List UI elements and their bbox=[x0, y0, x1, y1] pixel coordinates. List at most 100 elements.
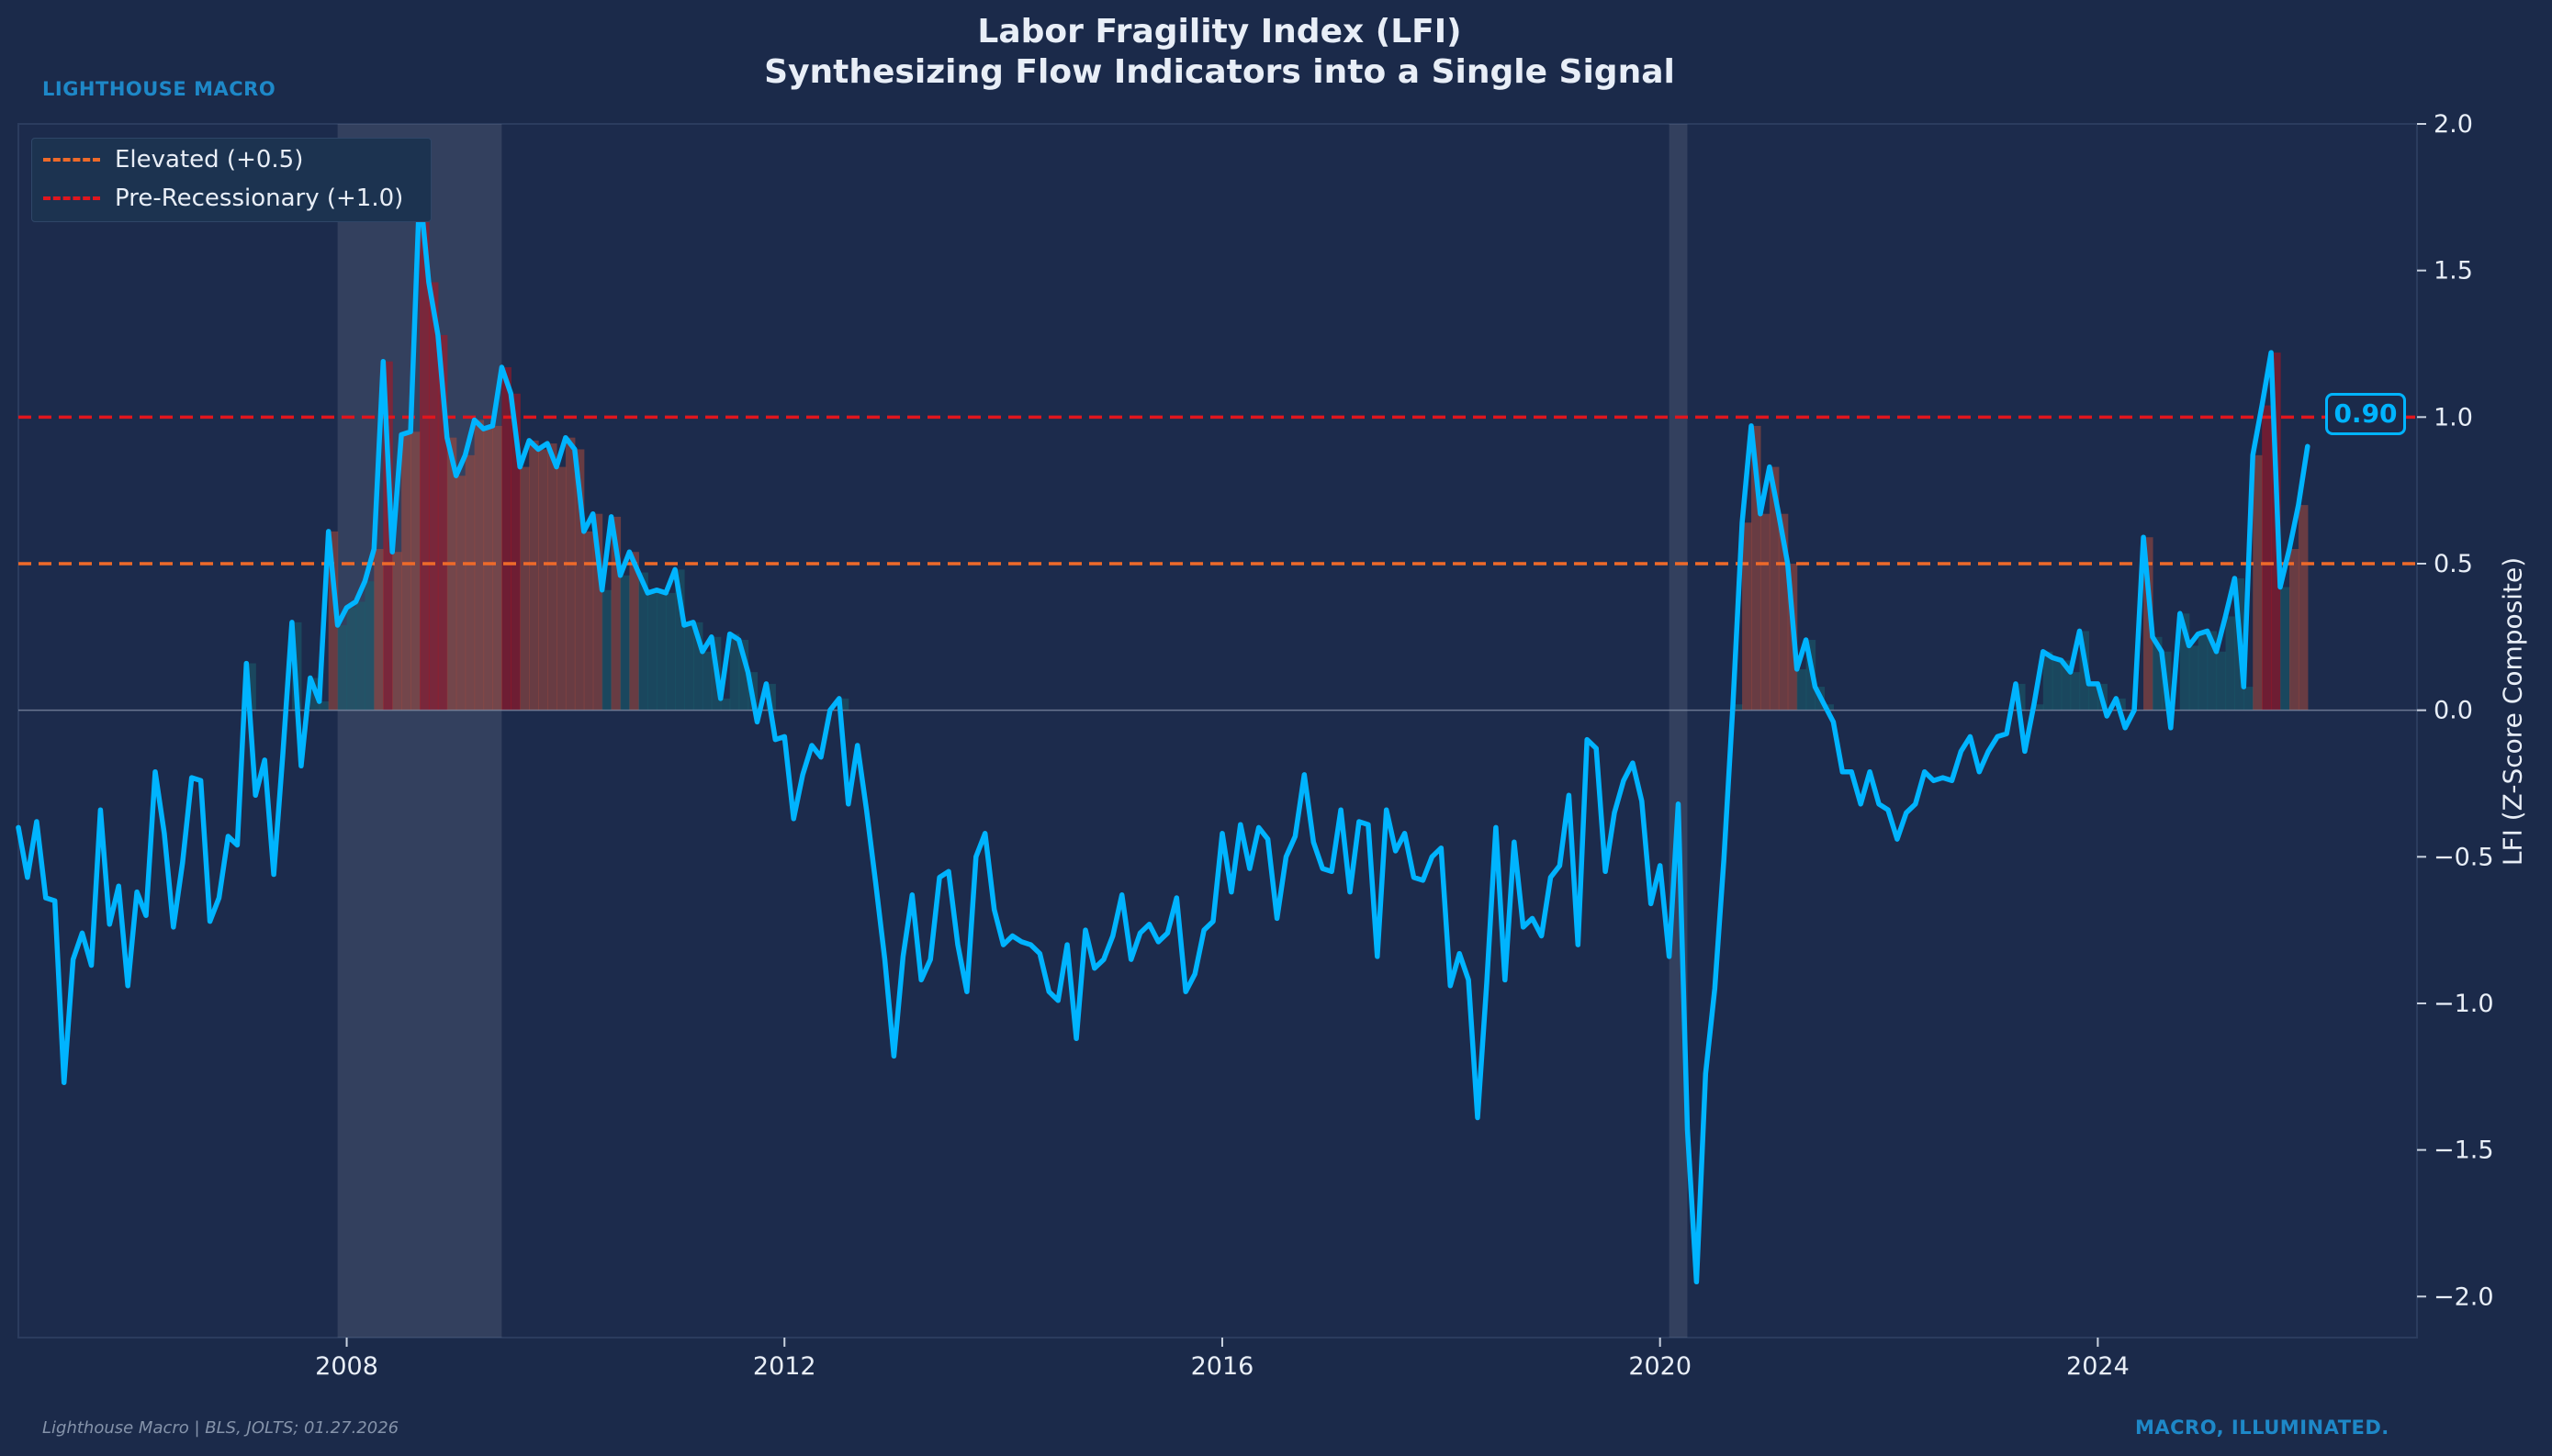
threshold-fill-47 bbox=[446, 437, 457, 711]
threshold-fill-245 bbox=[2253, 454, 2263, 711]
threshold-fill-246 bbox=[2262, 405, 2272, 711]
threshold-fill-242 bbox=[2225, 616, 2235, 711]
threshold-fill-244 bbox=[2243, 687, 2254, 711]
y-tick-label-5: −0.5 bbox=[2434, 843, 2494, 871]
legend-swatch-pre-recessionary bbox=[43, 196, 100, 200]
threshold-fill-52 bbox=[492, 425, 502, 711]
threshold-fill-35 bbox=[337, 625, 348, 711]
threshold-fill-241 bbox=[2216, 651, 2227, 711]
tagline: MACRO, ILLUMINATED. bbox=[2135, 1417, 2389, 1439]
legend: Elevated (+0.5) Pre-Recessionary (+1.0) bbox=[31, 138, 432, 222]
threshold-fill-71 bbox=[666, 592, 676, 711]
threshold-fill-58 bbox=[547, 443, 557, 711]
source-note: Lighthouse Macro | BLS, JOLTS; 01.27.202… bbox=[42, 1418, 399, 1438]
threshold-fill-41 bbox=[392, 552, 402, 711]
legend-item-pre-recessionary: Pre-Recessionary (+1.0) bbox=[43, 185, 403, 212]
threshold-fill-64 bbox=[601, 589, 613, 711]
threshold-fill-49 bbox=[465, 454, 476, 711]
y-axis-label: LFI (Z-Score Composite) bbox=[2497, 556, 2528, 867]
chart-subtitle: Synthesizing Flow Indicators into a Sing… bbox=[764, 53, 1675, 91]
threshold-fill-192 bbox=[1769, 466, 1780, 711]
threshold-fill-72 bbox=[675, 569, 685, 711]
threshold-fill-248 bbox=[2280, 587, 2290, 711]
threshold-fill-38 bbox=[365, 581, 375, 711]
plot-area bbox=[17, 123, 2418, 1338]
y-tick-label-1: 1.5 bbox=[2434, 257, 2473, 286]
threshold-fill-237 bbox=[2179, 613, 2190, 711]
threshold-fill-39 bbox=[374, 549, 384, 711]
legend-swatch-elevated bbox=[43, 158, 100, 162]
threshold-fill-188 bbox=[1733, 704, 1743, 711]
threshold-fill-219 bbox=[2016, 683, 2026, 711]
threshold-fill-59 bbox=[556, 466, 567, 711]
threshold-fill-221 bbox=[2033, 704, 2044, 711]
legend-label-pre-recessionary: Pre-Recessionary (+1.0) bbox=[115, 185, 404, 212]
lfi-series-line bbox=[16, 185, 2310, 1285]
threshold-fill-227 bbox=[2088, 683, 2098, 711]
series-lines bbox=[16, 185, 2310, 1285]
threshold-fill-62 bbox=[583, 531, 594, 711]
threshold-fill-195 bbox=[1796, 668, 1807, 711]
x-tick-label-4: 2024 bbox=[2066, 1352, 2130, 1381]
threshold-fill-69 bbox=[647, 592, 658, 711]
threshold-fill-57 bbox=[538, 449, 548, 711]
threshold-fill-234 bbox=[2152, 636, 2163, 711]
legend-item-elevated: Elevated (+0.5) bbox=[43, 146, 303, 174]
chart-title: Labor Fragility Index (LFI) bbox=[977, 13, 1462, 50]
threshold-fill-43 bbox=[410, 431, 421, 711]
threshold-fill-63 bbox=[592, 513, 603, 711]
threshold-fill-73 bbox=[684, 625, 694, 711]
brand-label: LIGHTHOUSE MACRO bbox=[42, 78, 276, 100]
y-axis: 2.0 1.5 1.0 0.5 0.0 −0.5 −1.0 −1.5 −2.0 bbox=[2417, 110, 2494, 1311]
threshold-fill-77 bbox=[720, 698, 731, 711]
threshold-fill-56 bbox=[529, 440, 539, 711]
y-tick-label-0: 2.0 bbox=[2434, 110, 2473, 139]
threshold-fill-50 bbox=[474, 420, 485, 711]
threshold-fill-90 bbox=[838, 698, 849, 711]
threshold-fill-75 bbox=[702, 651, 713, 711]
threshold-fill-51 bbox=[483, 429, 494, 711]
y-tick-label-7: −1.5 bbox=[2434, 1137, 2494, 1165]
threshold-fill-46 bbox=[437, 334, 448, 711]
threshold-fill-189 bbox=[1742, 522, 1752, 711]
threshold-fill-70 bbox=[657, 589, 667, 711]
threshold-fill-223 bbox=[2052, 657, 2063, 711]
threshold-fill-37 bbox=[355, 601, 365, 711]
threshold-fill-60 bbox=[565, 437, 576, 711]
threshold-fill-238 bbox=[2188, 645, 2199, 711]
threshold-fill-191 bbox=[1759, 513, 1771, 711]
threshold-fill-45 bbox=[428, 282, 439, 711]
threshold-fill-54 bbox=[511, 393, 521, 711]
x-tick-label-2: 2016 bbox=[1191, 1352, 1254, 1381]
threshold-fill-65 bbox=[611, 516, 622, 711]
threshold-fill-230 bbox=[2116, 698, 2126, 711]
threshold-fill-33 bbox=[319, 701, 330, 711]
threshold-fill-222 bbox=[2042, 651, 2053, 711]
threshold-fill-79 bbox=[738, 640, 749, 711]
threshold-fill-250 bbox=[2298, 505, 2309, 711]
y-tick-label-4: 0.0 bbox=[2434, 697, 2473, 725]
threshold-fill-61 bbox=[574, 449, 585, 711]
y-tick-label-6: −1.0 bbox=[2434, 990, 2494, 1018]
threshold-fill-240 bbox=[2207, 631, 2218, 711]
threshold-fill-68 bbox=[638, 572, 648, 711]
x-axis: 2008 2012 2016 2020 2024 bbox=[315, 1338, 2130, 1381]
x-tick-label-1: 2012 bbox=[753, 1352, 816, 1381]
threshold-fill-233 bbox=[2143, 537, 2153, 711]
threshold-fill-225 bbox=[2070, 672, 2081, 711]
threshold-fill-82 bbox=[766, 683, 776, 711]
threshold-fill-224 bbox=[2061, 660, 2072, 711]
last-value-badge: 0.90 bbox=[2325, 393, 2406, 435]
threshold-fill-25 bbox=[246, 663, 256, 711]
threshold-fill-239 bbox=[2198, 633, 2209, 711]
threshold-fill-34 bbox=[328, 531, 339, 711]
threshold-fill-190 bbox=[1750, 425, 1761, 711]
threshold-fill-78 bbox=[729, 633, 740, 711]
threshold-fill-48 bbox=[455, 476, 467, 711]
threshold-fill-66 bbox=[620, 575, 631, 711]
y-tick-label-3: 0.5 bbox=[2434, 550, 2473, 578]
threshold-fill-74 bbox=[692, 622, 703, 711]
legend-label-elevated: Elevated (+0.5) bbox=[115, 146, 304, 174]
threshold-fill-36 bbox=[346, 607, 357, 711]
